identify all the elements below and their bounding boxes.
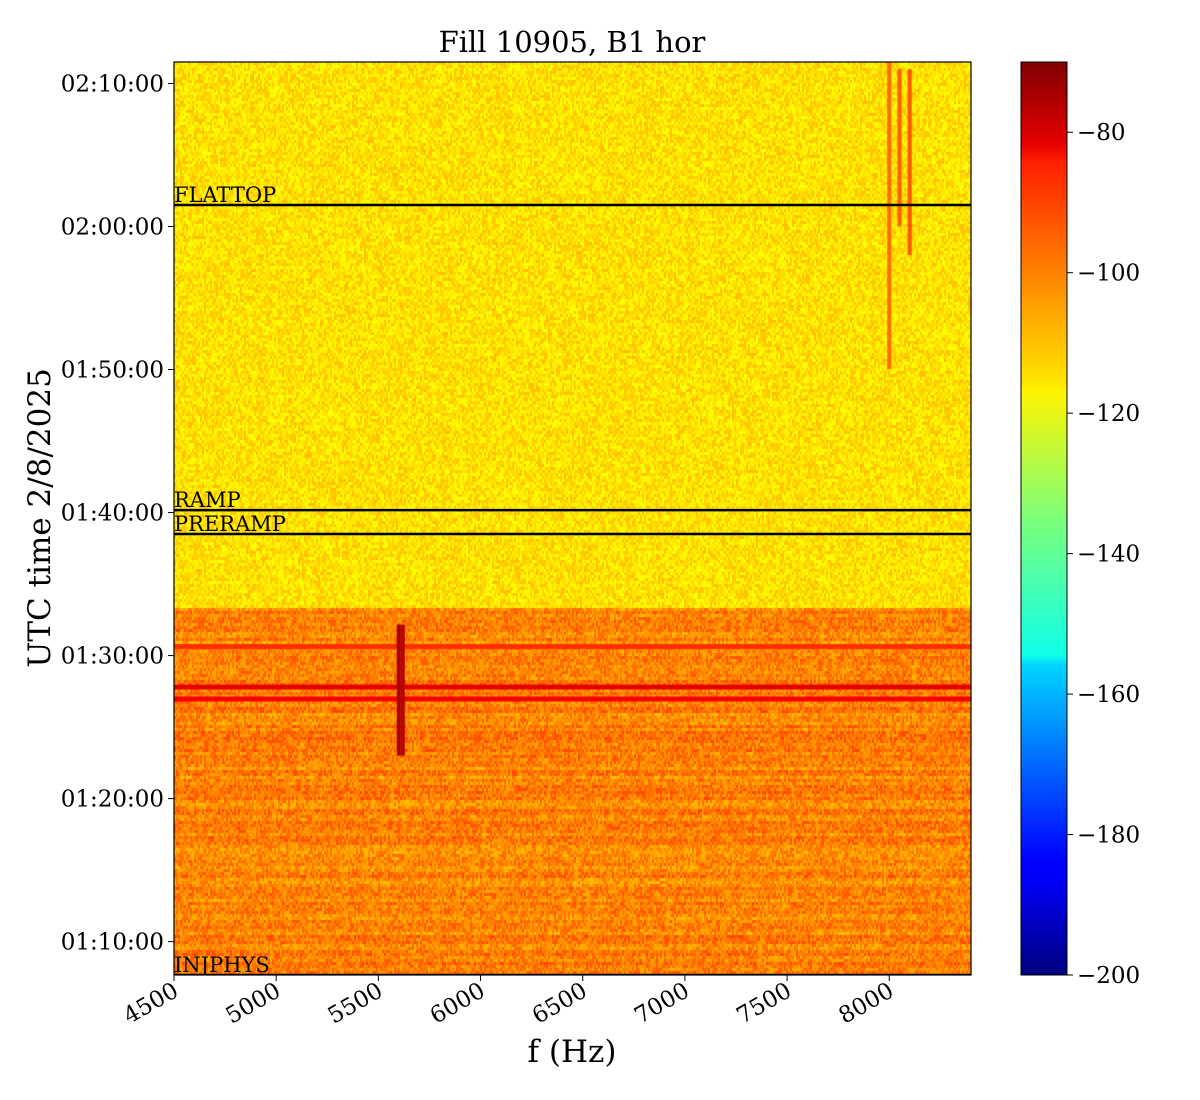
x-tick-label: 4500 [119,978,183,1030]
x-axis-label: f (Hz) [528,1034,617,1070]
x-axis: 4500 5000 5500 6000 6500 7000 7500 8000 [119,975,898,1029]
y-tick-label: 01:40:00 [61,501,164,527]
y-tick-label: 01:20:00 [61,787,164,813]
colorbar-tick-label: −120 [1077,401,1140,427]
y-axis: 01:10:00 01:20:00 01:30:00 01:40:00 01:50:00… [61,71,174,956]
x-tick-label: 6000 [426,978,490,1030]
colorbar-tick-label: −200 [1077,963,1140,989]
y-tick-label: 02:10:00 [61,71,164,97]
colorbar-tick-label: −140 [1077,542,1140,568]
colorbar-tick-label: −100 [1077,261,1140,287]
chart-title: Fill 10905, B1 hor [439,25,706,59]
y-tick-label: 02:00:00 [61,214,164,240]
y-tick-label: 01:30:00 [61,644,164,670]
x-tick-label: 7500 [732,978,796,1030]
phase-marker-label: PRERAMP [174,512,286,536]
colorbar-tick-label: −80 [1077,120,1126,146]
x-tick-label: 5000 [221,978,285,1030]
y-axis-label: UTC time 2/8/2025 [22,368,58,668]
x-tick-label: 6500 [528,978,592,1030]
colorbar-ticks: −200 −180 −160 −140 −120 −100 −80 [1067,120,1140,989]
x-tick-label: 8000 [835,978,899,1030]
phase-marker-label: FLATTOP [174,183,276,207]
heatmap-canvas-container [174,62,971,975]
colorbar: −200 −180 −160 −140 −120 −100 −80 [1020,61,1140,989]
y-tick-label: 01:50:00 [61,358,164,384]
phase-marker-label: INJPHYS [174,953,270,977]
phase-marker-label: RAMP [174,488,241,512]
colorbar-tick-label: −160 [1077,682,1140,708]
heatmap-canvas [174,62,971,975]
x-tick-label: 5500 [324,978,388,1030]
plot-frame [173,61,972,976]
x-tick-label: 7000 [630,978,694,1030]
colorbar-gradient [1020,61,1068,976]
y-tick-label: 01:10:00 [61,930,164,956]
colorbar-tick-label: −180 [1077,823,1140,849]
